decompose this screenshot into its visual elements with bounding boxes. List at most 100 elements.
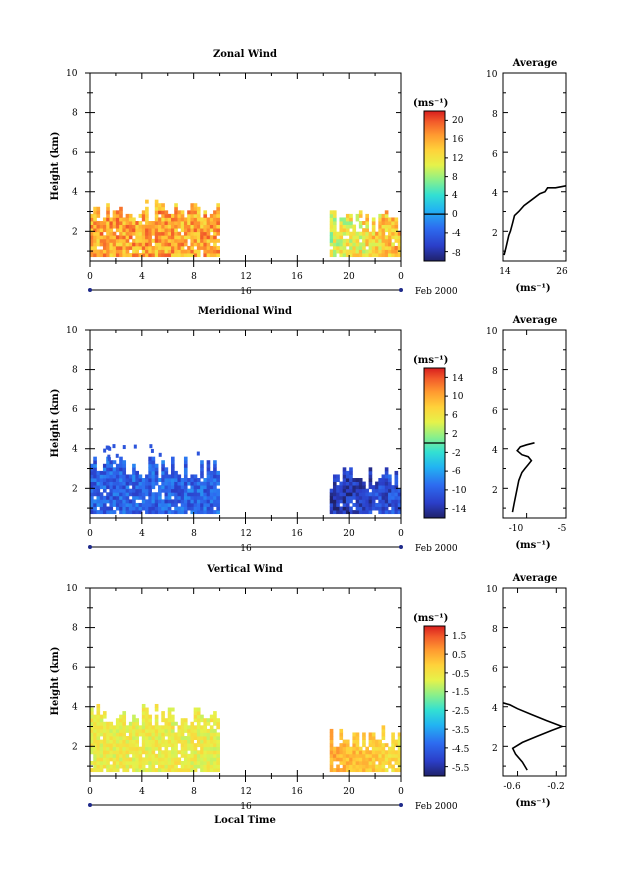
heatmap-cell <box>388 485 392 490</box>
heatmap-cell <box>180 718 185 723</box>
heatmap-cell <box>158 506 162 511</box>
heatmap-cell <box>141 488 146 493</box>
heatmap-cell <box>132 245 136 250</box>
colorbar-tick-label: -1.5 <box>452 688 470 698</box>
heatmap-cell <box>187 245 191 250</box>
heatmap-cell <box>394 217 399 222</box>
heatmap-cell <box>174 206 178 211</box>
heatmap-cell <box>154 210 159 215</box>
heatmap-cell <box>190 510 195 515</box>
heatmap-cell <box>365 764 370 769</box>
heatmap-cell <box>161 764 165 769</box>
heatmap-cell <box>138 757 143 762</box>
heatmap-cell <box>349 253 353 258</box>
heatmap-cell <box>115 217 120 222</box>
heatmap-cell <box>375 506 379 511</box>
heatmap-cell <box>180 492 185 497</box>
heatmap-cell <box>187 217 191 222</box>
heatmap-cell <box>193 492 198 497</box>
heatmap-cell <box>371 245 376 250</box>
heatmap-cell <box>358 753 363 758</box>
x-tick-label: 16 <box>291 529 303 539</box>
heatmap-cell <box>161 478 165 482</box>
colorbar-tick-label: 8 <box>452 173 458 183</box>
heatmap-cell <box>174 739 178 744</box>
y-tick-label: 8 <box>72 624 78 634</box>
heatmap-cell <box>371 732 376 737</box>
heatmap-cell <box>125 253 130 258</box>
heatmap-cell <box>119 732 123 737</box>
heatmap-cell <box>102 743 107 748</box>
heatmap-cell <box>148 249 152 254</box>
heatmap-cell <box>167 502 172 507</box>
heatmap-cell <box>203 721 208 726</box>
colorbar-tick-label: 2 <box>452 430 458 440</box>
heatmap-cell <box>128 224 133 229</box>
heatmap-cell <box>122 485 127 490</box>
average-y-tick-label: 8 <box>492 110 498 120</box>
heatmap-cell <box>145 199 149 204</box>
heatmap-cell <box>119 718 123 723</box>
heatmap-cell <box>339 728 344 733</box>
heatmap-cell <box>193 746 198 751</box>
heatmap-cell <box>177 750 182 755</box>
heatmap-cell <box>375 750 379 755</box>
heatmap-cell <box>349 757 353 762</box>
heatmap-cell <box>339 221 344 225</box>
heatmap-cell <box>161 245 165 250</box>
heatmap-cell <box>115 736 120 740</box>
heatmap-cell <box>358 485 363 490</box>
heatmap-cell <box>332 210 337 215</box>
heatmap-cell <box>122 732 127 737</box>
heatmap-cell <box>329 768 334 773</box>
heatmap-cell <box>112 467 117 472</box>
heatmap-cell <box>128 736 133 740</box>
x-tick-label: 12 <box>240 272 251 282</box>
heatmap-cell <box>180 499 185 504</box>
heatmap-cell <box>177 506 182 511</box>
heatmap-cell <box>336 245 340 250</box>
heatmap-cell <box>112 485 117 490</box>
heatmap-cell <box>125 238 130 243</box>
heatmap-cell <box>384 235 389 240</box>
heatmap-cell <box>174 238 178 243</box>
heatmap-cell <box>177 736 182 740</box>
heatmap-cell <box>119 213 123 218</box>
heatmap-cell <box>93 714 97 719</box>
heatmap-cell <box>384 213 389 218</box>
heatmap-cell <box>381 485 386 490</box>
heatmap-cell <box>394 506 399 511</box>
heatmap-cell <box>388 217 392 222</box>
heatmap-cell <box>362 485 366 490</box>
heatmap-cell <box>90 463 94 468</box>
heatmap-cell <box>109 478 114 482</box>
heatmap-cell <box>183 499 188 504</box>
heatmap-cell <box>339 732 344 737</box>
heatmap-cell <box>397 499 402 504</box>
heatmap-cell <box>109 736 114 740</box>
heatmap-cell <box>148 253 152 258</box>
heatmap-cell <box>174 760 178 765</box>
heatmap-cell <box>388 753 392 758</box>
heatmap-cell <box>135 235 139 240</box>
heatmap-cell <box>187 736 191 740</box>
heatmap-cell <box>93 736 97 740</box>
heatmap-cell <box>193 502 198 507</box>
heatmap-cell <box>99 481 104 486</box>
heatmap-cell <box>388 481 392 486</box>
heatmap-cell <box>99 757 104 762</box>
heatmap-cell <box>108 446 112 451</box>
heatmap-cell <box>96 739 101 744</box>
heatmap-cell <box>149 444 153 449</box>
heatmap-cell <box>115 453 119 458</box>
heatmap-cell <box>391 764 395 769</box>
heatmap-cell <box>329 217 334 222</box>
heatmap-cell <box>368 253 373 258</box>
heatmap-cell <box>209 249 214 254</box>
heatmap-cell <box>391 217 395 222</box>
heatmap-cell <box>93 732 97 737</box>
heatmap-cell <box>132 470 136 475</box>
heatmap-cell <box>196 499 201 504</box>
heatmap-cell <box>174 510 178 515</box>
heatmap-cell <box>332 768 337 773</box>
